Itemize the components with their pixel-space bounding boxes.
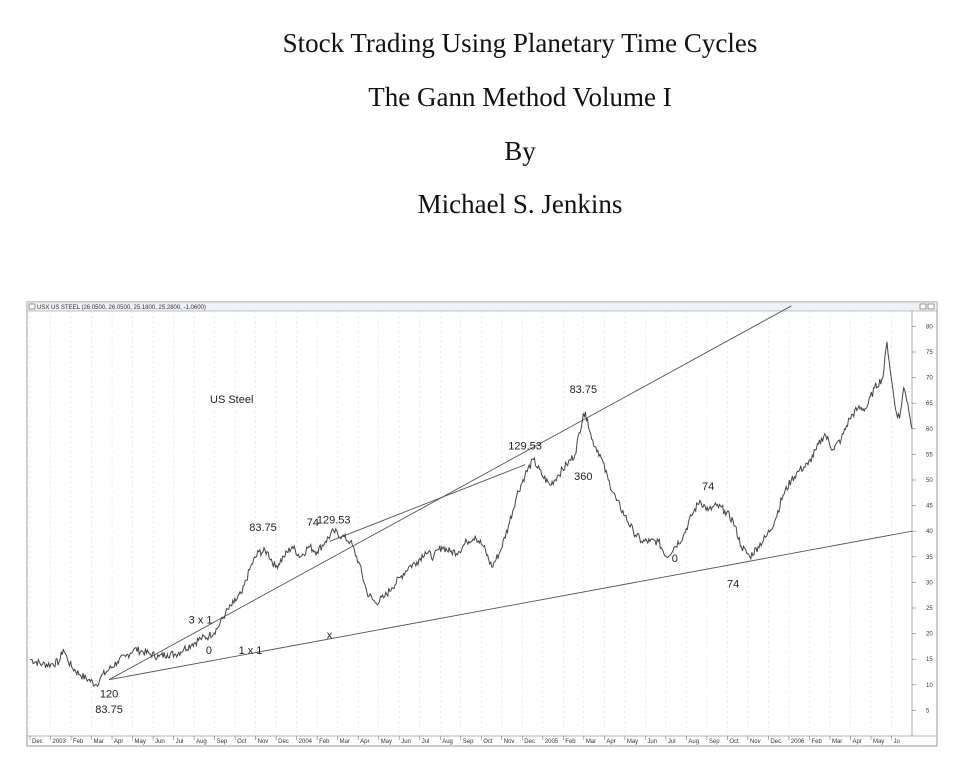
chart-annotation: 83.75 <box>570 384 598 396</box>
date-tick-label: 2004 <box>299 739 313 745</box>
price-tick-label: 50 <box>926 478 933 484</box>
date-tick-label: Dec <box>524 739 535 745</box>
chart-annotation: 74 <box>307 517 319 529</box>
chart-label: US Steel <box>210 394 253 406</box>
date-tick-label: Feb <box>319 739 330 745</box>
author-line: Michael S. Jenkins <box>417 189 623 219</box>
date-tick-label: Dec <box>770 739 781 745</box>
chart-annotation: 1 x 1 <box>239 645 263 657</box>
chart-annotation: x <box>327 630 333 642</box>
date-tick-label: Sep <box>709 739 720 745</box>
date-tick-label: Ju <box>893 739 899 745</box>
title-line-1: Stock Trading Using Planetary Time Cycle… <box>282 28 758 58</box>
minimize-icon[interactable] <box>919 303 927 310</box>
date-tick-label: Mar <box>832 739 842 745</box>
date-tick-label: Jul <box>176 739 184 745</box>
date-tick-label: 2003 <box>53 739 67 745</box>
chart-annotation: 74 <box>727 579 739 591</box>
price-tick-label: 30 <box>926 580 933 586</box>
price-tick-label: 20 <box>926 632 933 638</box>
price-tick-label: 75 <box>926 350 933 356</box>
date-tick-label: Nov <box>750 739 761 745</box>
date-tick-label: Apr <box>606 739 615 745</box>
date-tick-label: Dec <box>32 739 43 745</box>
date-tick-label: Jun <box>647 739 657 745</box>
date-tick-label: Oct <box>729 739 739 745</box>
date-tick-label: Oct <box>237 739 247 745</box>
date-tick-label: Apr <box>360 739 369 745</box>
chart-annotation: 129.53 <box>508 440 542 452</box>
date-tick-label: May <box>135 739 146 745</box>
close-icon[interactable] <box>927 303 935 310</box>
price-tick-label: 25 <box>926 606 933 612</box>
chart-annotation: 0 <box>206 645 212 657</box>
date-tick-label: Jun <box>155 739 165 745</box>
price-tick-label: 5 <box>926 708 930 714</box>
price-axis: 5 10 15 20 25 30 35 40 45 50 55 60 65 70 75 80 <box>912 324 933 714</box>
date-tick-label: Sep <box>217 739 228 745</box>
price-tick-label: 40 <box>926 529 933 535</box>
title-line-2: The Gann Method Volume I <box>368 82 672 112</box>
chart-header-bar <box>26 301 938 312</box>
price-tick-label: 60 <box>926 427 933 433</box>
price-tick-label: 15 <box>926 657 933 663</box>
date-tick-label: Feb <box>73 739 84 745</box>
chart-annotation: 0 <box>672 553 678 565</box>
window-icon <box>28 303 36 310</box>
date-tick-label: Mar <box>340 739 350 745</box>
date-tick-label: Apr <box>114 739 123 745</box>
price-tick-label: 45 <box>926 504 933 510</box>
price-tick-label: 10 <box>926 683 933 689</box>
chart-annotation: 120 <box>100 689 118 701</box>
date-tick-label: Mar <box>94 739 104 745</box>
date-tick-label: 2006 <box>791 739 805 745</box>
date-tick-label: Apr <box>852 739 861 745</box>
chart-header-text: USX US STEEL (26.0500, 26.0500, 25.1800,… <box>37 305 206 311</box>
trend-lines <box>108 305 913 681</box>
chart-annotation: 74 <box>702 481 714 493</box>
price-tick-label: 55 <box>926 452 933 458</box>
trend-line <box>329 464 526 542</box>
chart-annotation: 129.53 <box>317 515 351 527</box>
price-tick-label: 70 <box>926 376 933 382</box>
date-tick-label: Jun <box>401 739 411 745</box>
date-tick-label: Aug <box>442 739 453 745</box>
date-tick-label: Aug <box>196 739 207 745</box>
price-series-line <box>29 341 913 688</box>
chart-annotation: 3 x 1 <box>189 614 213 626</box>
trend-line <box>108 305 792 681</box>
date-tick-label: Feb <box>565 739 576 745</box>
date-tick-label: Nov <box>504 739 515 745</box>
date-tick-label: Dec <box>278 739 289 745</box>
price-tick-label: 35 <box>926 555 933 561</box>
date-tick-label: May <box>381 739 392 745</box>
date-tick-label: May <box>627 739 638 745</box>
trend-line <box>108 530 913 681</box>
chart-frame <box>26 301 938 747</box>
date-tick-label: 2005 <box>545 739 559 745</box>
date-tick-label: Jul <box>668 739 676 745</box>
title-line-3: By <box>504 136 536 166</box>
date-tick-label: Oct <box>483 739 493 745</box>
chart-annotation: 83.75 <box>95 704 123 716</box>
chart-annotation: 360 <box>574 471 592 483</box>
date-tick-label: May <box>873 739 884 745</box>
price-tick-label: 65 <box>926 401 933 407</box>
date-tick-label: Nov <box>258 739 269 745</box>
date-tick-label: Mar <box>586 739 596 745</box>
price-tick-label: 80 <box>926 324 933 330</box>
date-axis: Dec 2003 Feb Mar Apr May Jun Jul Aug Sep Oct Nov Dec… <box>29 736 900 745</box>
chart-annotation: 83.75 <box>249 522 277 534</box>
vertical-gridlines <box>29 311 892 736</box>
date-tick-label: Feb <box>811 739 822 745</box>
date-tick-label: Sep <box>463 739 474 745</box>
date-tick-label: Aug <box>688 739 699 745</box>
date-tick-label: Jul <box>422 739 430 745</box>
